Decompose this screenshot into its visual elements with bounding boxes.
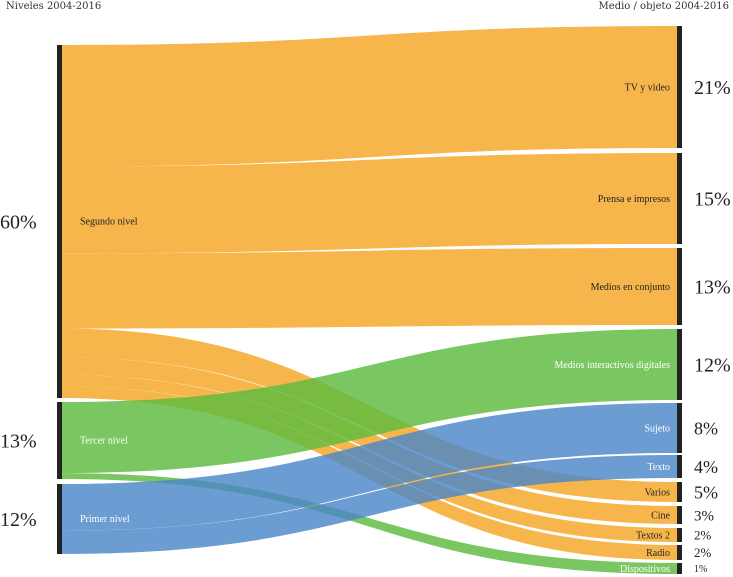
target-node-bar-sujeto (677, 403, 682, 453)
left-header: Niveles 2004-2016 (6, 1, 101, 12)
target-label-textos2: Textos 2 (636, 531, 670, 542)
target-label-varios: Varios (644, 488, 670, 499)
source-percent-tercer: 13% (0, 431, 37, 453)
link-segundo-cine (61, 357, 677, 524)
source-node-bar-tercer (57, 402, 62, 479)
target-node-bar-varios (677, 482, 682, 502)
source-percent-segundo: 60% (0, 212, 37, 234)
target-label-prensa: Prensa e impresos (598, 194, 670, 205)
target-node-bar-cine (677, 506, 682, 524)
link-segundo-tv (61, 26, 677, 167)
target-percent-dispositivos: 1% (694, 564, 707, 575)
link-primer-sujeto (61, 403, 677, 531)
link-tercer-interactivos (61, 329, 677, 474)
target-node-bar-prensa (677, 153, 682, 244)
target-label-conjunto: Medios en conjunto (591, 282, 670, 293)
nodes-layer (57, 26, 682, 574)
source-label-segundo: Segundo nivel (80, 217, 138, 228)
target-percent-sujeto: 8% (694, 418, 718, 438)
target-node-bar-textos2 (677, 528, 682, 542)
target-percent-conjunto: 13% (694, 277, 731, 299)
right-header: Medio / objeto 2004-2016 (599, 1, 729, 12)
target-node-bar-dispositivos (677, 563, 682, 574)
source-label-primer: Primer nivel (80, 514, 130, 525)
target-label-radio: Radio (646, 548, 670, 559)
labels-layer: Segundo nivel 60% Tercer nivel 13% Primer ni… (0, 77, 731, 575)
target-percent-radio: 2% (694, 545, 712, 560)
target-node-bar-tv (677, 26, 682, 148)
link-tercer-dispositivos (61, 473, 677, 574)
target-node-bar-interactivos (677, 329, 682, 400)
target-label-interactivos: Medios interactivos digitales (554, 360, 670, 371)
link-primer-texto (61, 455, 677, 554)
target-label-sujeto: Sujeto (644, 424, 670, 435)
target-node-bar-texto (677, 455, 682, 478)
target-label-dispositivos: Dispositivos (620, 564, 670, 575)
link-segundo-prensa (61, 153, 677, 254)
target-percent-texto: 4% (694, 457, 718, 477)
links-layer (61, 26, 677, 574)
target-percent-cine: 3% (694, 508, 714, 524)
target-label-tv: TV y video (625, 83, 670, 94)
source-label-tercer: Tercer nivel (80, 436, 128, 447)
target-percent-textos2: 2% (694, 528, 712, 543)
target-percent-prensa: 15% (694, 189, 731, 211)
target-label-texto: Texto (647, 462, 670, 473)
target-percent-interactivos: 12% (694, 355, 731, 377)
target-percent-varios: 5% (694, 482, 718, 502)
source-node-bar-primer (57, 484, 62, 554)
target-percent-tv: 21% (694, 77, 731, 99)
source-node-bar-segundo (57, 45, 62, 398)
target-node-bar-conjunto (677, 248, 682, 325)
link-segundo-conjunto (61, 248, 677, 329)
target-node-bar-radio (677, 545, 682, 560)
source-percent-primer: 12% (0, 509, 37, 531)
target-label-cine: Cine (651, 511, 670, 522)
